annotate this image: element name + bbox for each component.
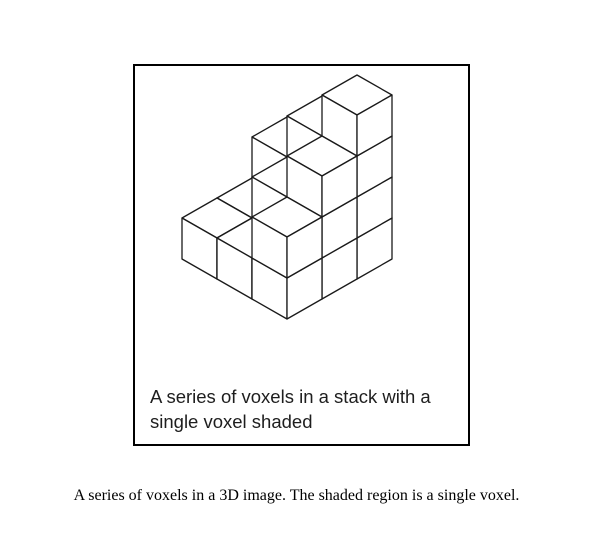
- inner-caption-line-1: A series of voxels in a stack with a: [150, 386, 431, 407]
- figure-frame: A series of voxels in a stack with a sin…: [133, 64, 470, 446]
- figure-caption: A series of voxels in a 3D image. The sh…: [73, 487, 520, 504]
- figure-inner-caption: A series of voxels in a stack with a sin…: [150, 384, 462, 434]
- voxel: [251, 196, 323, 279]
- voxel-stack-diagram: [181, 74, 393, 320]
- voxel-right-face: [286, 216, 323, 279]
- voxel: [321, 74, 393, 157]
- inner-caption-line-2: single voxel shaded: [150, 411, 313, 432]
